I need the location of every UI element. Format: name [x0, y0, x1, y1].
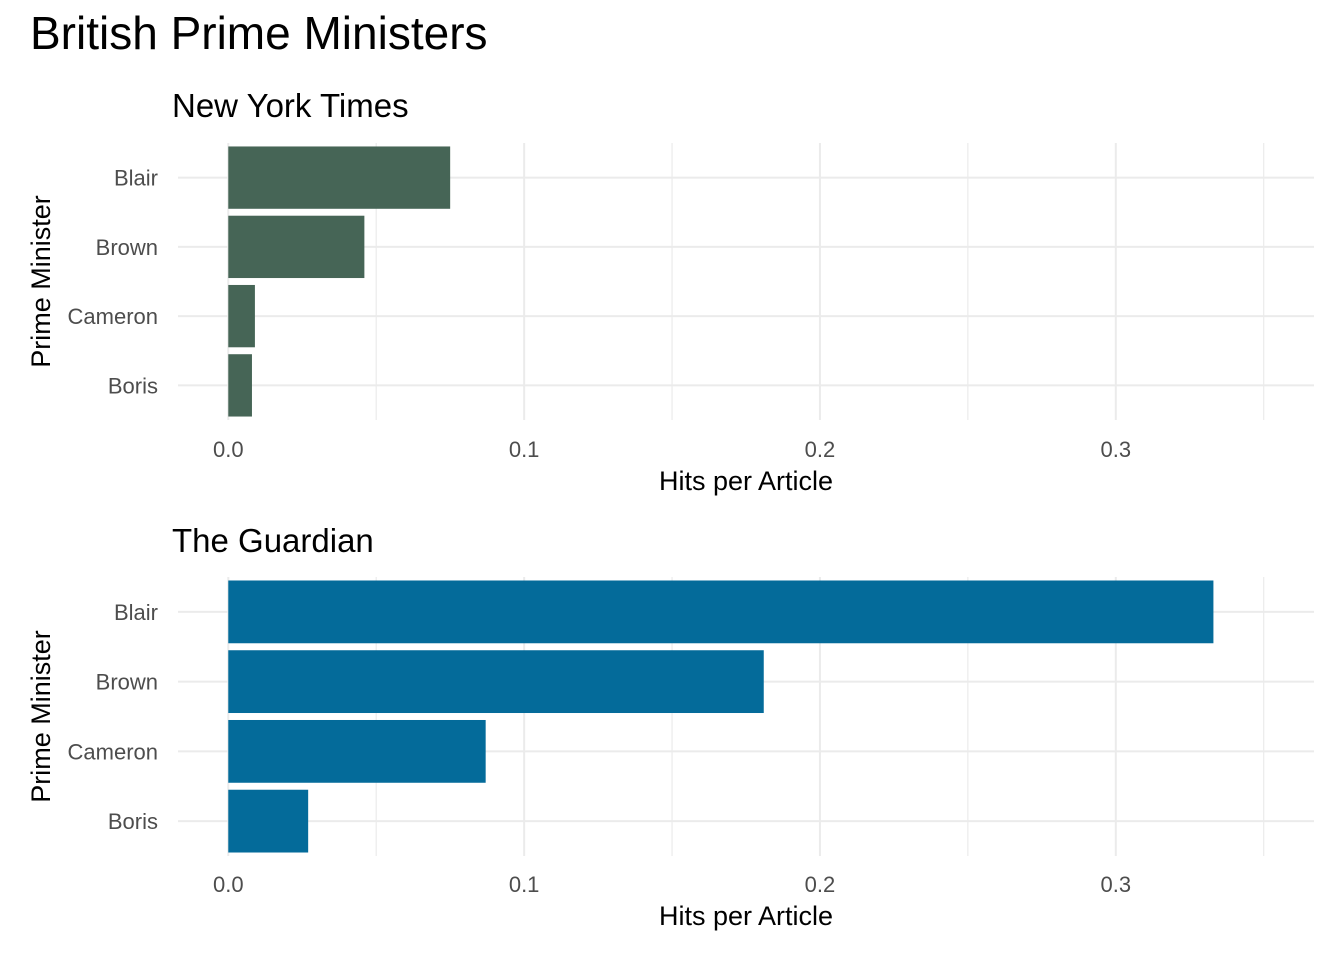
guardian-x-tick-label: 0.1 — [509, 872, 540, 897]
guardian-category-label: Brown — [96, 670, 158, 695]
nyt-x-axis-title: Hits per Article — [659, 466, 833, 496]
guardian-category-label: Boris — [108, 809, 158, 834]
nyt-x-tick-label: 0.3 — [1100, 437, 1131, 462]
nyt-bar-blair — [228, 146, 451, 209]
guardian-x-axis-title: Hits per Article — [659, 901, 833, 931]
nyt-x-tick-label: 0.1 — [509, 437, 540, 462]
guardian-panel-title: The Guardian — [172, 522, 374, 559]
guardian-bar-blair — [228, 580, 1214, 644]
main-title: British Prime Ministers — [30, 7, 488, 59]
nyt-category-label: Blair — [114, 166, 158, 191]
guardian-y-axis-title: Prime Minister — [26, 630, 56, 803]
guardian-x-tick-label: 0.3 — [1100, 872, 1131, 897]
guardian-x-tick-label: 0.0 — [213, 872, 244, 897]
guardian-x-tick-label: 0.2 — [805, 872, 836, 897]
guardian-bar-boris — [228, 789, 309, 853]
nyt-x-tick-label: 0.2 — [805, 437, 836, 462]
nyt-category-label: Brown — [96, 235, 158, 260]
nyt-y-axis-title: Prime Minister — [26, 195, 56, 368]
nyt-panel-title: New York Times — [172, 87, 409, 124]
nyt-category-label: Boris — [108, 373, 158, 398]
guardian-category-label: Cameron — [68, 739, 158, 764]
nyt-category-label: Cameron — [68, 304, 158, 329]
guardian-bar-brown — [228, 650, 764, 714]
nyt-bar-boris — [228, 354, 252, 417]
nyt-bar-brown — [228, 215, 365, 279]
guardian-bar-cameron — [228, 719, 486, 783]
nyt-bar-cameron — [228, 284, 255, 348]
guardian-category-label: Blair — [114, 600, 158, 625]
nyt-x-tick-label: 0.0 — [213, 437, 244, 462]
